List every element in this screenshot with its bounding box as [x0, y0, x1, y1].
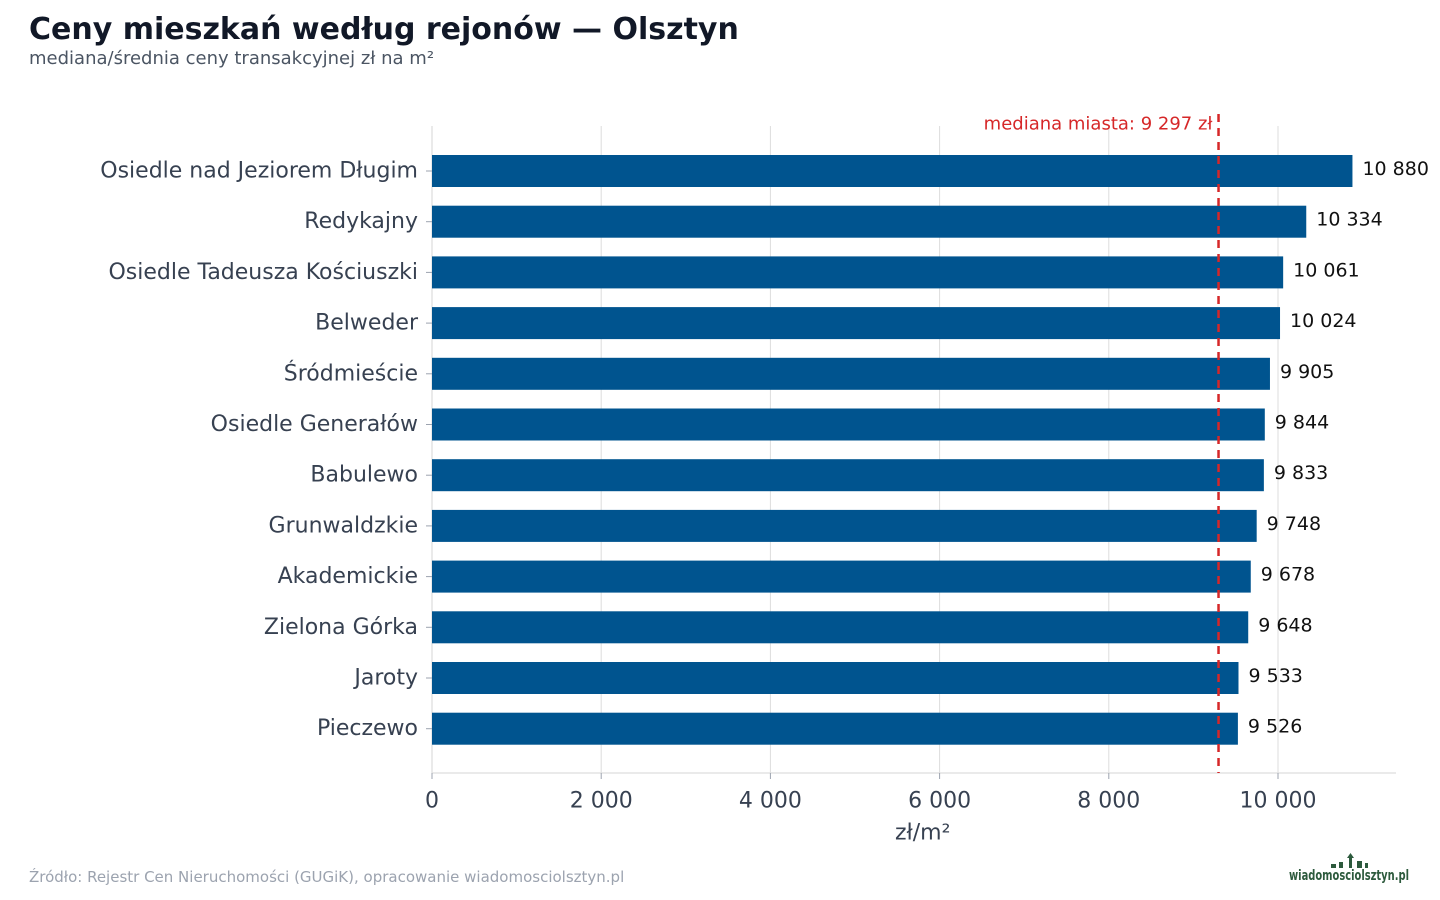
category-label: Osiedle nad Jeziorem Długim — [100, 159, 418, 184]
x-axis-title: zł/m² — [895, 821, 950, 846]
category-label: Śródmieście — [284, 360, 418, 386]
value-label: 9 833 — [1274, 462, 1328, 484]
value-label: 9 844 — [1275, 412, 1329, 434]
bar[interactable] — [432, 256, 1284, 289]
bar[interactable] — [432, 560, 1251, 593]
x-tick-label: 0 — [425, 789, 439, 814]
category-label: Zielona Górka — [264, 615, 418, 640]
value-label: 10 880 — [1362, 158, 1428, 180]
x-tick-label: 4 000 — [739, 789, 802, 814]
bar[interactable] — [432, 307, 1281, 340]
category-label: Akademickie — [278, 564, 418, 589]
bar[interactable] — [432, 611, 1249, 644]
x-tick-label: 10 000 — [1240, 789, 1317, 814]
site-logo: wiadomosciolsztyn.pl — [1289, 853, 1409, 884]
bar[interactable] — [432, 662, 1239, 694]
median-label: mediana miasta: 9 297 zł — [984, 114, 1214, 135]
bar[interactable] — [432, 408, 1265, 441]
value-label: 9 678 — [1261, 564, 1315, 586]
value-label: 9 533 — [1248, 665, 1302, 687]
bar[interactable] — [432, 357, 1270, 390]
category-label: Osiedle Tadeusza Kościuszki — [108, 260, 418, 285]
value-label: 10 334 — [1316, 209, 1382, 231]
category-label: Grunwaldzkie — [269, 513, 418, 538]
category-label: Osiedle Generałów — [211, 412, 418, 437]
logo-text: wiadomosciolsztyn.pl — [1289, 868, 1409, 884]
category-label: Jaroty — [352, 666, 418, 691]
x-tick-label: 2 000 — [570, 789, 633, 814]
value-label: 9 526 — [1248, 716, 1302, 738]
bar[interactable] — [432, 459, 1264, 492]
category-label: Belweder — [315, 311, 419, 336]
value-label: 10 061 — [1293, 259, 1359, 281]
chart-subtitle: mediana/średnia ceny transakcyjnej zł na… — [29, 48, 435, 69]
value-label: 9 748 — [1267, 513, 1321, 535]
bar-chart: Osiedle nad Jeziorem Długim 10 880 Redykaj… — [100, 114, 1429, 846]
bar[interactable] — [432, 155, 1353, 187]
value-label: 9 648 — [1258, 614, 1312, 636]
value-label: 10 024 — [1290, 310, 1356, 332]
bar[interactable] — [432, 712, 1238, 745]
category-label: Pieczewo — [317, 716, 418, 741]
bar[interactable] — [432, 205, 1307, 238]
chart-title: Ceny mieszkań według rejonów — Olsztyn — [29, 12, 739, 47]
category-label: Babulewo — [310, 463, 418, 488]
x-tick-label: 6 000 — [908, 789, 971, 814]
value-label: 9 905 — [1280, 361, 1334, 383]
source-note: Źródło: Rejestr Cen Nieruchomości (GUGiK… — [29, 868, 625, 886]
category-label: Redykajny — [304, 209, 418, 234]
bar[interactable] — [432, 509, 1257, 542]
x-tick-label: 8 000 — [1077, 789, 1140, 814]
